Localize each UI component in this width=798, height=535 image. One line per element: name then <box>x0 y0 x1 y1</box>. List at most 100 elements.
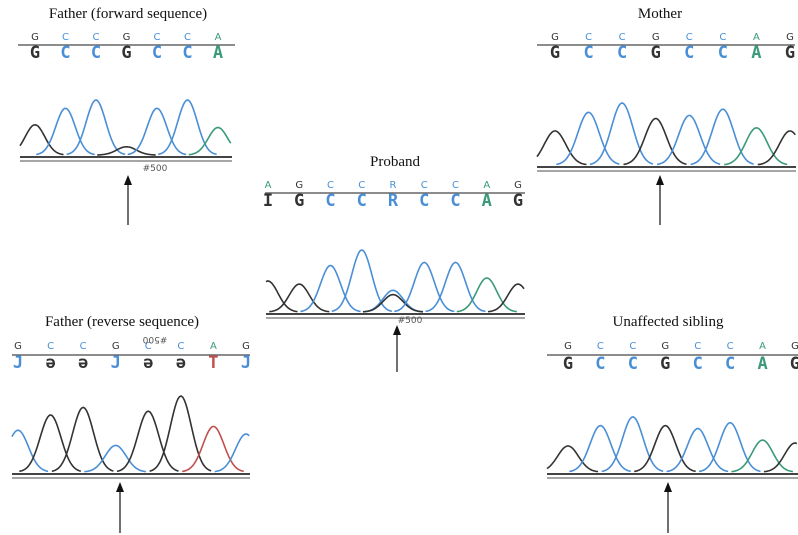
panel-title: Father (forward sequence) <box>49 6 207 22</box>
trace-peak <box>537 131 587 165</box>
base-label: C <box>358 180 365 191</box>
arrow-head <box>124 175 132 185</box>
arrow-head <box>664 482 672 492</box>
base-label: A <box>759 341 766 352</box>
base-label: A <box>210 341 217 352</box>
base-call: C <box>450 191 460 211</box>
base-label: C <box>421 180 428 191</box>
position-marker: #500 <box>398 316 423 326</box>
base-label: C <box>727 341 734 352</box>
trace-peak <box>20 125 64 155</box>
base-call: C <box>628 354 638 374</box>
base-call: C <box>718 43 728 63</box>
base-label: C <box>80 341 87 352</box>
base-label: G <box>551 32 559 43</box>
trace-peak <box>128 108 187 154</box>
base-label: G <box>786 32 794 43</box>
base-call: C <box>91 43 101 63</box>
base-label: G <box>123 32 131 43</box>
base-label: C <box>585 32 592 43</box>
base-call: G <box>294 191 304 211</box>
base-label: G <box>514 180 522 191</box>
base-call: C <box>60 43 70 63</box>
base-label: G <box>112 341 120 352</box>
base-label: A <box>215 32 222 43</box>
base-label: A <box>753 32 760 43</box>
trace-peak <box>84 445 145 471</box>
base-call: G <box>513 191 523 211</box>
base-label: C <box>184 32 191 43</box>
base-label: R <box>390 180 397 191</box>
base-label: C <box>62 32 69 43</box>
panel-title: Mother <box>638 6 682 22</box>
base-call: G <box>563 354 573 374</box>
panel-title: Father (reverse sequence) <box>45 314 199 330</box>
base-call: C <box>419 191 429 211</box>
trace-peak <box>764 443 797 472</box>
base-call: G <box>785 43 795 63</box>
base-call: J <box>111 353 121 373</box>
trace-peak <box>363 295 423 312</box>
trace-peak <box>667 429 729 472</box>
base-call: A <box>482 191 492 211</box>
panel-title: Proband <box>370 154 420 170</box>
base-call: C <box>152 43 162 63</box>
base-label: C <box>177 341 184 352</box>
base-label: G <box>791 341 798 352</box>
base-call: C <box>693 354 703 374</box>
base-label: C <box>93 32 100 43</box>
base-label: G <box>564 341 572 352</box>
base-label: C <box>694 341 701 352</box>
base-call: C <box>583 43 593 63</box>
base-label: C <box>452 180 459 191</box>
base-label: C <box>47 341 54 352</box>
base-call: ə <box>143 353 153 373</box>
base-call: J <box>13 353 23 373</box>
figure: Father (forward sequence)GCCGCCAGCCGCCA#… <box>0 0 798 535</box>
base-label: C <box>154 32 161 43</box>
base-label: G <box>31 32 39 43</box>
base-call: ə <box>176 353 186 373</box>
base-call: C <box>182 43 192 63</box>
base-call: C <box>325 191 335 211</box>
base-call: G <box>30 43 40 63</box>
trace-peak <box>426 262 486 311</box>
base-call: G <box>790 354 798 374</box>
trace-peak <box>269 284 329 312</box>
base-call: ə <box>78 353 88 373</box>
trace-peak <box>547 446 598 472</box>
base-call: C <box>357 191 367 211</box>
base-call: G <box>660 354 670 374</box>
arrow-head <box>656 175 664 185</box>
trace-peak <box>182 426 244 471</box>
base-label: C <box>597 341 604 352</box>
trace-peak <box>19 415 81 471</box>
trace-peak <box>394 262 454 311</box>
trace-peak <box>215 434 250 472</box>
base-call: A <box>757 354 767 374</box>
base-label: A <box>265 180 272 191</box>
arrow-head <box>116 482 124 492</box>
base-call: A <box>213 43 223 63</box>
trace-peak <box>657 116 720 165</box>
base-label: G <box>652 32 660 43</box>
base-call: R <box>388 191 399 211</box>
base-label: C <box>629 341 636 352</box>
base-call: C <box>617 43 627 63</box>
base-label: G <box>14 341 22 352</box>
panel-title: Unaffected sibling <box>613 314 724 330</box>
base-call: A <box>751 43 761 63</box>
base-call: G <box>651 43 661 63</box>
base-label: C <box>619 32 626 43</box>
base-call: T <box>208 353 218 373</box>
trace-peak <box>556 112 619 164</box>
base-call: ə <box>45 353 55 373</box>
position-marker: #500 <box>142 334 167 344</box>
base-call: J <box>241 353 251 373</box>
base-call: G <box>121 43 131 63</box>
base-label: G <box>661 341 669 352</box>
base-label: G <box>295 180 303 191</box>
